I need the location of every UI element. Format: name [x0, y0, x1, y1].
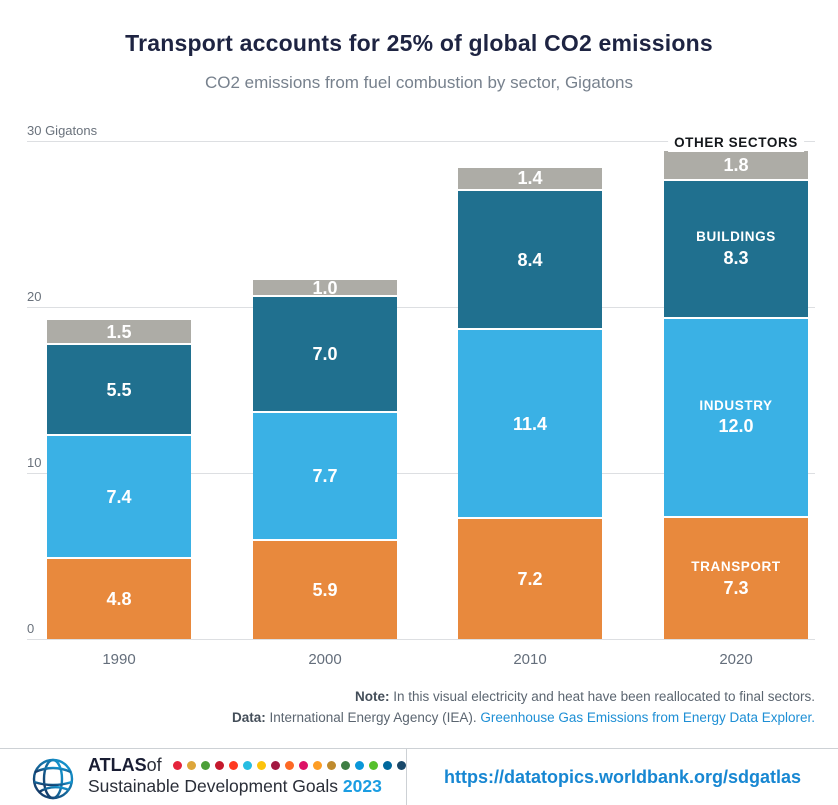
segment-value: 5.5	[106, 379, 132, 400]
atlas-year: 2023	[342, 776, 382, 796]
note-label: Note:	[355, 689, 390, 704]
segment-value: 7.7	[312, 466, 338, 487]
atlas-line2: Sustainable Development Goals 2023	[88, 775, 406, 797]
gridline-0	[27, 639, 815, 640]
segment-value: 11.4	[512, 413, 548, 434]
y-axis-tick-label: 30 Gigatons	[27, 123, 98, 138]
sdg-dot-9	[284, 760, 294, 770]
x-axis-label-1990: 1990	[102, 651, 136, 668]
bar-segment-2000-industry: 7.7	[253, 413, 397, 542]
segment-value: 7.0	[312, 344, 338, 365]
sector-label-industry: INDUSTRY	[699, 397, 773, 413]
data-source-line: Data: International Energy Agency (IEA).…	[232, 707, 815, 728]
sdg-dot-11	[312, 760, 322, 770]
bar-segment-2010-buildings: 8.4	[458, 190, 602, 331]
x-axis-label-2010: 2010	[513, 651, 547, 668]
sdg-dot-7	[256, 760, 266, 770]
gridline-10	[27, 473, 815, 474]
segment-value: 5.9	[312, 580, 338, 601]
x-axis-label-2000: 2000	[308, 651, 342, 668]
sdg-dot-17	[396, 760, 406, 770]
data-text: International Energy Agency (IEA).	[265, 710, 481, 725]
bar-segment-2000-buildings: 7.0	[253, 297, 397, 414]
sdg-dot-3	[200, 760, 210, 770]
bar-segment-2020-industry: INDUSTRY 12.0	[664, 318, 808, 518]
bar-segment-2000-transport: 5.9	[253, 541, 397, 639]
sdg-dot-6	[242, 760, 252, 770]
data-source-link[interactable]: Greenhouse Gas Emissions from Energy Dat…	[480, 710, 815, 725]
bar-segment-2020-buildings: BUILDINGS 8.3	[664, 180, 808, 319]
bar-segment-2020-other-sectors: 1.8	[664, 150, 808, 181]
segment-value: 7.4	[106, 486, 132, 507]
x-axis-label-2020: 2020	[719, 651, 753, 668]
segment-value: 7.3	[723, 577, 749, 598]
segment-value: 12.0	[718, 416, 754, 437]
bar-segment-2010-other-sectors: 1.4	[458, 167, 602, 191]
segment-value: 1.4	[517, 168, 543, 189]
sdg-dot-1	[172, 760, 182, 770]
bar-segment-1990-other-sectors: 1.5	[47, 320, 191, 346]
note-text: In this visual electricity and heat have…	[389, 689, 815, 704]
bar-segment-2000-other-sectors: 1.0	[253, 277, 397, 298]
segment-value: 4.8	[106, 589, 132, 610]
data-label: Data:	[231, 710, 266, 725]
notes-block: Note: In this visual electricity and hea…	[232, 686, 815, 728]
sdg-dot-8	[270, 760, 280, 770]
segment-value: 1.0	[312, 277, 338, 298]
bar-segment-2010-industry: 11.4	[458, 330, 602, 520]
sdg-dot-13	[340, 760, 350, 770]
sdg-dot-5	[228, 760, 238, 770]
y-axis-tick-label: 10	[27, 455, 42, 470]
atlas-word: ATLAS	[88, 755, 147, 775]
segment-value: 1.5	[106, 321, 132, 342]
bar-segment-2020-transport: TRANSPORT 7.3	[664, 517, 808, 639]
bar-segment-1990-buildings: 5.5	[47, 345, 191, 437]
note-line: Note: In this visual electricity and hea…	[232, 686, 815, 707]
footer-divider	[406, 749, 407, 805]
y-axis-tick-label: 0	[27, 621, 35, 636]
gridline-30	[27, 141, 815, 142]
chart-subtitle: CO2 emissions from fuel combustion by se…	[204, 73, 633, 92]
sdg-dot-2	[186, 760, 196, 770]
atlas-line1: ATLAS of	[88, 755, 406, 775]
segment-value: 8.3	[723, 247, 749, 268]
segment-value: 1.8	[723, 154, 749, 175]
sector-label-other-sectors: OTHER SECTORS	[668, 132, 804, 152]
world-bank-globe-icon	[32, 758, 74, 800]
bar-segment-1990-industry: 7.4	[47, 436, 191, 560]
sector-label-transport: TRANSPORT	[691, 559, 781, 575]
bar-segment-2010-transport: 7.2	[458, 519, 602, 639]
segment-value: 8.4	[517, 249, 543, 270]
footer-url-link[interactable]: https://datatopics.worldbank.org/sdgatla…	[443, 766, 802, 787]
sdg-dot-10	[298, 760, 308, 770]
atlas-of: of	[146, 755, 162, 775]
footer: ATLAS of Sustainable Development Goals 2…	[0, 748, 838, 805]
sdg-dot-4	[214, 760, 224, 770]
gridline-20	[27, 307, 815, 308]
sector-label-buildings: BUILDINGS	[696, 229, 776, 245]
sdg-color-dots	[172, 760, 406, 770]
atlas-line2-text: Sustainable Development Goals	[88, 776, 343, 796]
sdg-dot-16	[382, 760, 392, 770]
segment-value: 7.2	[517, 569, 543, 590]
sdg-dot-15	[368, 760, 378, 770]
sdg-dot-14	[354, 760, 364, 770]
atlas-logo-text: ATLAS of Sustainable Development Goals 2…	[88, 755, 406, 797]
sdg-dot-12	[326, 760, 336, 770]
bar-segment-1990-transport: 4.8	[47, 559, 191, 639]
chart-title: Transport accounts for 25% of global CO2…	[125, 30, 713, 56]
y-axis-tick-label: 20	[27, 289, 42, 304]
